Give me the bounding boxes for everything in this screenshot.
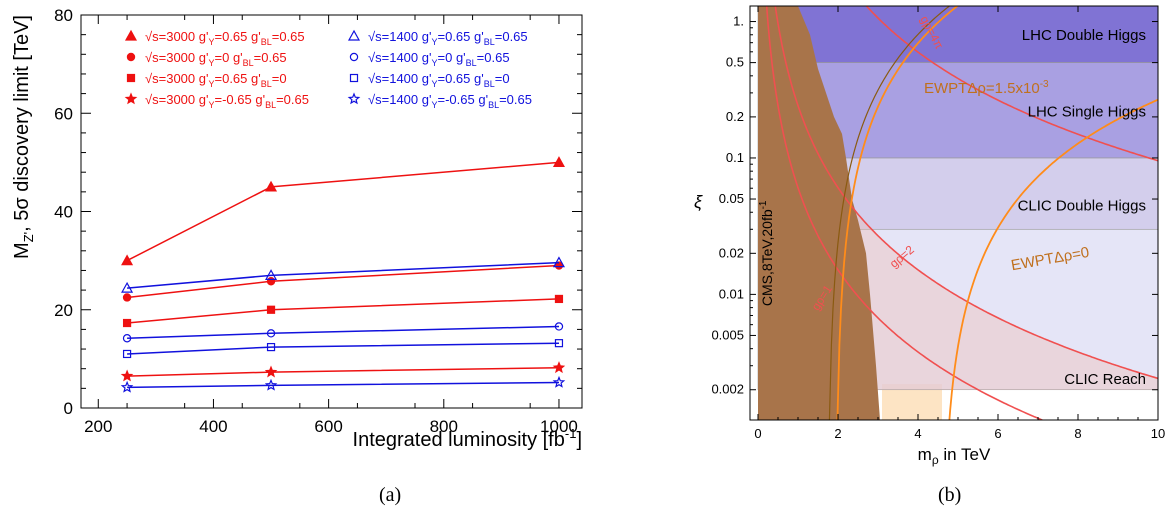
band-label: LHC Double Higgs [1022,27,1146,44]
data-point [121,281,134,293]
data-point [122,349,132,359]
y-tick-label: 0.1 [726,150,744,165]
series-line [127,264,560,299]
data-point [266,277,276,286]
data-point [122,318,132,328]
data-point [552,256,565,268]
g-rho-curve [765,6,1045,420]
band [757,6,1158,63]
panel-label-b: (b) [938,484,962,506]
series-line [127,342,560,355]
y-tick-label: 0.002 [711,382,744,397]
g-rho-curve [865,6,1158,162]
x-tick-label: 0 [754,426,761,441]
y-tick-label: 0.05 [719,191,744,206]
data-point [554,322,564,331]
y-tick-label: 60 [54,104,73,123]
legend-entry: √s=3000 g'Y=0.65 g'BL=0.65 [145,29,305,47]
y-tick-label: 0.2 [726,109,744,124]
series-line [127,381,560,389]
data-point [266,329,276,338]
data-point [554,294,564,304]
plot-area [757,6,1158,420]
data-point [265,269,278,280]
x-tick-label: 10 [1151,426,1165,441]
panel-label-a: (a) [379,484,402,506]
x-tick-label: 800 [430,417,458,436]
y-tick-label: 40 [54,203,73,222]
y-tick-label: 0.005 [711,327,744,342]
x-tick-label: 400 [199,417,227,436]
x-tick-label: 200 [84,417,112,436]
data-point [265,180,278,192]
y-axis-label: MZ', 5σ discovery limit [TeV] [11,15,36,259]
cms-excluded-region [758,6,880,420]
legend-marker [124,29,138,41]
legend-entry: √s=3000 g'Y=-0.65 g'BL=0.65 [145,92,309,110]
ewpt-curve [948,98,1158,420]
x-tick-label: 6 [994,426,1001,441]
series-line [127,366,560,377]
data-point [552,361,566,374]
data-point [120,380,134,393]
x-tick-label: 2 [834,426,841,441]
y-tick-label: 80 [54,6,73,25]
y-axis-label: ξ [694,192,703,212]
data-point [122,334,132,343]
g-rho-curve [774,6,1158,380]
legend-marker [124,92,138,105]
series-line [127,325,560,339]
data-point [552,375,566,388]
y-tick-label: 0 [64,399,73,418]
legend-entry: √s=3000 g'Y=0 g'BL=0.65 [145,50,287,68]
legend-marker [126,52,136,62]
data-point [554,339,564,348]
legend-marker [347,92,361,105]
x-tick-label: 1000 [540,417,578,436]
x-axis-label: Integrated luminosity [fb-1] [353,426,582,451]
chart-b: 0 2 4 6 8 10 0.002 0.005 0.01 0.02 0.05 0.1 0.2 0.5 1.… [694,5,1165,467]
data-point [266,342,276,352]
legend-entry: √s=1400 g'Y=0.65 g'BL=0 [368,71,510,89]
band-label: CLIC Double Higgs [1018,197,1146,214]
x-tick-label: 600 [314,417,342,436]
ewpt-curve [836,6,959,420]
legend-marker [349,73,359,83]
data-point [120,369,134,382]
ewpt-fill [882,384,942,420]
data-point [552,156,565,167]
y-tick-label: 0.02 [719,245,744,260]
ewpt-label: EWPTΔρ=1.5x10-3 [924,79,1049,97]
data-point [264,378,278,391]
cms-label: CMS,8TeV,20fb-1 [758,200,775,306]
legend-marker [349,52,359,62]
legend-marker [347,29,361,41]
band-label: LHC Single Higgs [1028,103,1146,120]
data-point [264,365,278,378]
x-tick-label: 8 [1074,426,1081,441]
legend-entry: √s=3000 g'Y=0.65 g'BL=0 [145,71,287,89]
y-tick-label: 0.5 [726,55,744,70]
legend-entry: √s=1400 g'Y=-0.65 g'BL=0.65 [368,92,532,110]
chart-a: 200 400 600 800 1000 0 20 40 60 80 Integrated lumi… [11,6,583,451]
x-tick-label: 4 [914,426,921,441]
series-line [126,161,560,262]
legend-entry: √s=1400 g'Y=0.65 g'BL=0.65 [368,29,528,47]
series-line [127,261,560,289]
band-label: CLIC Reach [1064,371,1146,388]
data-point [122,293,132,302]
legend-entry: √s=1400 g'Y=0 g'BL=0.65 [368,50,510,68]
plot-frame [749,5,1159,421]
legend-marker [126,73,136,83]
data-point [266,305,276,314]
y-tick-label: 1. [733,14,744,29]
y-tick-label: 0.01 [719,286,744,301]
y-tick-label: 20 [54,301,73,320]
data-point [121,254,134,266]
series-line [127,298,560,324]
x-axis-label: mρ in TeV [918,445,991,467]
ewpt-curve-thin [828,6,951,420]
